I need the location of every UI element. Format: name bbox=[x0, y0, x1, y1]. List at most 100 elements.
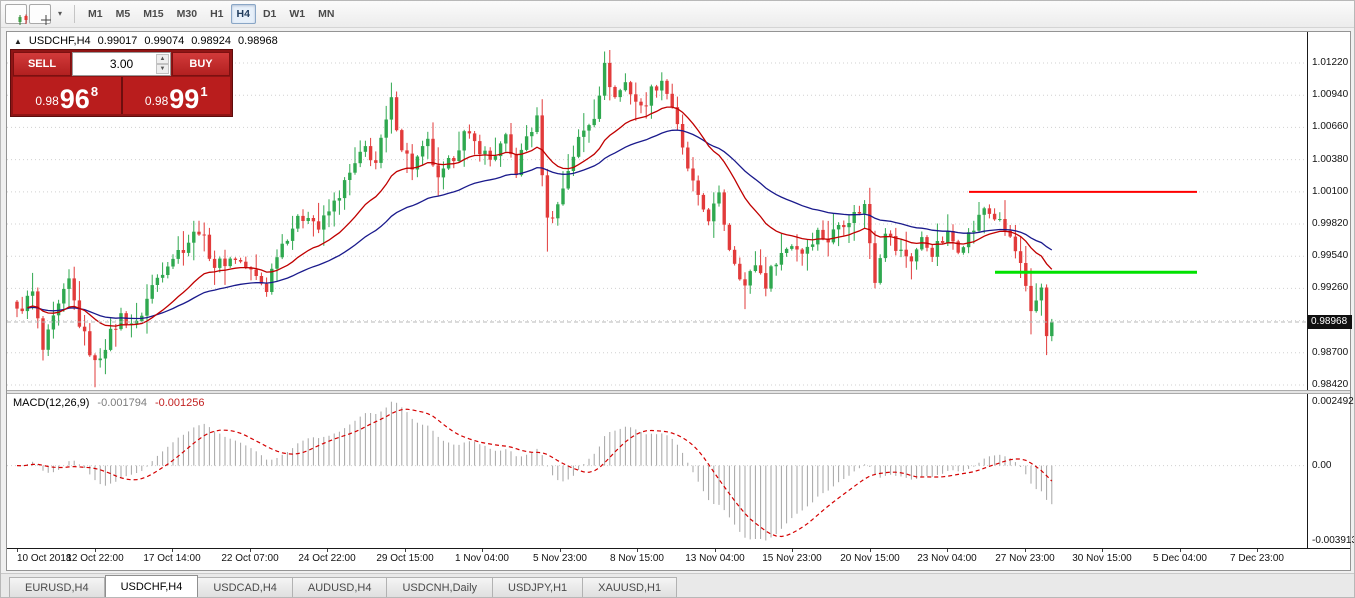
time-axis-tick bbox=[405, 549, 406, 552]
macd-scale-max: 0.002492 bbox=[1312, 396, 1354, 407]
time-axis-tick bbox=[482, 549, 483, 552]
time-axis-tick bbox=[1025, 549, 1026, 552]
chart-tab-usdcad-h4[interactable]: USDCAD,H4 bbox=[198, 577, 293, 597]
macd-indicator-label: MACD(12,26,9) -0.001794 -0.001256 bbox=[13, 397, 205, 409]
time-axis-label: 5 Nov 23:00 bbox=[533, 553, 587, 564]
lot-spin-up-icon[interactable]: ▲ bbox=[156, 54, 169, 64]
current-price-tag: 0.98968 bbox=[1308, 315, 1352, 329]
chart-window: ▲ USDCHF,H4 0.99017 0.99074 0.98924 0.98… bbox=[6, 31, 1354, 571]
price-axis-label: 0.98420 bbox=[1312, 379, 1349, 390]
chart-window-icon-button[interactable] bbox=[5, 4, 28, 25]
time-axis-label: 15 Nov 23:00 bbox=[762, 553, 822, 564]
chart-tabbar: EURUSD,H4 USDCHF,H4 USDCAD,H4 AUDUSD,H4 USDC… bbox=[1, 573, 1354, 597]
price-axis-label: 0.99820 bbox=[1312, 218, 1349, 229]
time-axis-border bbox=[7, 548, 1350, 549]
tf-button-m5[interactable]: M5 bbox=[115, 8, 131, 20]
time-axis-label: 30 Nov 15:00 bbox=[1072, 553, 1132, 564]
pane-splitter[interactable] bbox=[7, 390, 1350, 394]
chart-tab-usdcnh-daily[interactable]: USDCNH,Daily bbox=[387, 577, 494, 597]
time-axis-label: 13 Nov 04:00 bbox=[685, 553, 745, 564]
time-axis-tick bbox=[327, 549, 328, 552]
macd-signal-value: -0.001256 bbox=[154, 397, 205, 409]
tf-button-mn[interactable]: MN bbox=[318, 8, 335, 20]
tf-button-m30[interactable]: M30 bbox=[176, 8, 198, 20]
buy-button[interactable]: BUY bbox=[172, 52, 230, 76]
ohlc-open: 0.99017 bbox=[97, 35, 138, 47]
lot-spinner: ▲ ▼ bbox=[156, 54, 169, 74]
macd-main-value: -0.001794 bbox=[97, 397, 147, 409]
time-axis-tick bbox=[1102, 549, 1103, 552]
chart-tab-audusd-h4[interactable]: AUDUSD,H4 bbox=[292, 577, 388, 597]
crosshair-button[interactable] bbox=[29, 4, 51, 25]
chart-tab-xauusd-h1[interactable]: XAUUSD,H1 bbox=[583, 577, 678, 597]
toolbar-separator bbox=[74, 5, 75, 23]
price-axis-label: 1.01220 bbox=[1312, 57, 1349, 68]
time-axis-label: 8 Nov 15:00 bbox=[610, 553, 664, 564]
time-axis-label: 7 Dec 23:00 bbox=[1230, 553, 1284, 564]
price-axis-label: 1.00100 bbox=[1312, 186, 1349, 197]
toolbar-dropdown-button[interactable]: ▾ bbox=[53, 4, 67, 24]
chevron-down-icon: ▾ bbox=[57, 9, 62, 18]
time-axis-label: 23 Nov 04:00 bbox=[917, 553, 977, 564]
toolbar: ▾ M1 M5 M15 M30 H1 H4 D1 W1 MN bbox=[1, 1, 1354, 28]
time-axis-label: 12 Oct 22:00 bbox=[66, 553, 124, 564]
tf-button-m15[interactable]: M15 bbox=[143, 8, 164, 20]
macd-scale-zero: 0.00 bbox=[1312, 460, 1332, 471]
price-axis-label: 0.99260 bbox=[1312, 282, 1349, 293]
time-axis-tick bbox=[95, 549, 96, 552]
price-axis-border bbox=[1307, 32, 1308, 548]
sell-price-big-digits: 96 bbox=[59, 84, 90, 115]
price-axis-label: 1.00380 bbox=[1312, 154, 1349, 165]
tf-button-w1[interactable]: W1 bbox=[289, 8, 306, 20]
chart-tab-eurusd-h4[interactable]: EURUSD,H4 bbox=[9, 577, 105, 597]
chart-symbol-period: USDCHF,H4 bbox=[28, 35, 91, 47]
sell-button[interactable]: SELL bbox=[13, 52, 71, 76]
macd-indicator-plot[interactable] bbox=[7, 394, 1307, 548]
time-axis-label: 5 Dec 04:00 bbox=[1153, 553, 1207, 564]
price-axis-label: 0.99540 bbox=[1312, 250, 1349, 261]
price-axis-label: 1.00940 bbox=[1312, 89, 1349, 100]
time-axis-tick bbox=[792, 549, 793, 552]
time-axis-tick bbox=[947, 549, 948, 552]
time-axis-tick bbox=[250, 549, 251, 552]
tf-button-m1[interactable]: M1 bbox=[88, 8, 103, 20]
buy-price-pip-digit: 1 bbox=[200, 84, 208, 99]
time-axis-tick bbox=[172, 549, 173, 552]
ohlc-close: 0.98968 bbox=[237, 35, 278, 47]
sell-price-display[interactable]: 0.98 96 8 bbox=[13, 77, 123, 114]
time-axis-tick bbox=[560, 549, 561, 552]
time-axis-tick bbox=[715, 549, 716, 552]
tf-button-d1[interactable]: D1 bbox=[262, 8, 277, 20]
time-axis-label: 29 Oct 15:00 bbox=[376, 553, 434, 564]
time-axis-tick bbox=[1257, 549, 1258, 552]
sell-price-pip-digit: 8 bbox=[90, 84, 99, 99]
time-axis-label: 17 Oct 14:00 bbox=[143, 553, 201, 564]
ohlc-high: 0.99074 bbox=[144, 35, 185, 47]
price-axis-label: 0.98700 bbox=[1312, 347, 1349, 358]
time-axis-tick bbox=[870, 549, 871, 552]
sell-price-prefix: 0.98 bbox=[35, 94, 59, 108]
time-axis-tick bbox=[637, 549, 638, 552]
one-click-collapse-icon[interactable]: ▲ bbox=[14, 36, 22, 46]
lot-size-input[interactable]: 3.00 ▲ ▼ bbox=[72, 52, 171, 76]
time-axis-label: 10 Oct 2018 bbox=[17, 553, 72, 564]
time-axis-tick bbox=[1180, 549, 1181, 552]
lot-size-value: 3.00 bbox=[109, 57, 134, 71]
macd-name: MACD(12,26,9) bbox=[13, 397, 90, 409]
tf-button-h4[interactable]: H4 bbox=[230, 4, 256, 24]
time-axis-label: 20 Nov 15:00 bbox=[840, 553, 900, 564]
chart-tab-usdjpy-h1[interactable]: USDJPY,H1 bbox=[493, 577, 584, 597]
buy-price-prefix: 0.98 bbox=[144, 94, 169, 108]
chart-tab-usdchf-h4[interactable]: USDCHF,H4 bbox=[104, 575, 199, 597]
time-axis-label: 22 Oct 07:00 bbox=[221, 553, 279, 564]
buy-price-big-digits: 99 bbox=[169, 84, 200, 115]
buy-price-display[interactable]: 0.98 99 1 bbox=[122, 77, 230, 115]
tf-button-h1[interactable]: H1 bbox=[210, 8, 224, 20]
time-axis-label: 24 Oct 22:00 bbox=[298, 553, 356, 564]
ohlc-low: 0.98924 bbox=[191, 35, 231, 47]
time-axis-tick bbox=[17, 549, 18, 552]
lot-spin-down-icon[interactable]: ▼ bbox=[156, 64, 169, 74]
time-axis-label: 27 Nov 23:00 bbox=[995, 553, 1055, 564]
time-axis-label: 1 Nov 04:00 bbox=[455, 553, 509, 564]
